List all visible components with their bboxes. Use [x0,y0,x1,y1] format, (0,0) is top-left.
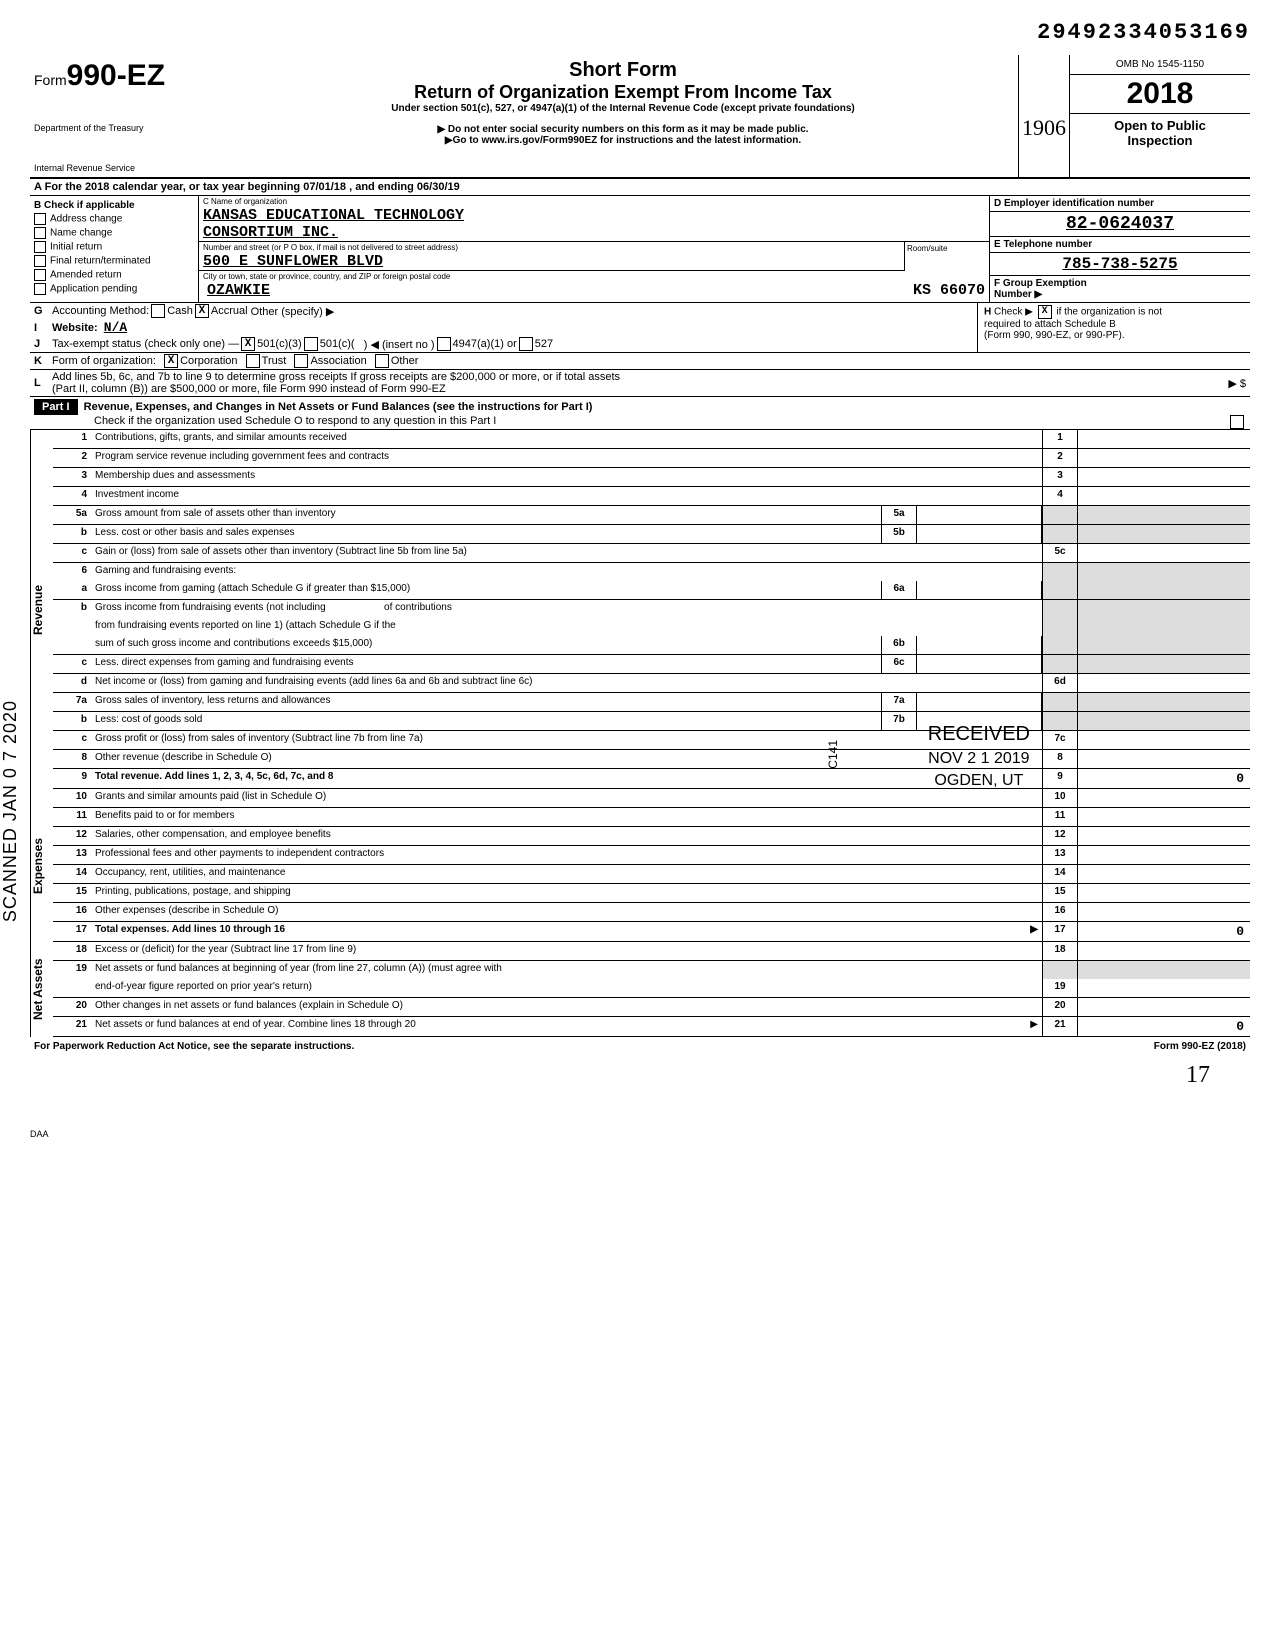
chk-amended[interactable]: Amended return [34,269,194,281]
website-value: N/A [104,320,127,335]
group-exemption: F Group ExemptionNumber ▶ [990,276,1250,302]
goto-url: ▶Go to www.irs.gov/Form990EZ for instruc… [238,135,1008,146]
chk-cash[interactable] [151,304,165,318]
room-suite-label: Room/suite [904,242,989,271]
scanned-stamp: SCANNED JAN 0 7 2020 [0,700,21,922]
line-l-1: Add lines 5b, 6c, and 7b to line 9 to de… [52,371,1096,383]
received-stamp: RECEIVED NOV 2 1 2019 OGDEN, UT [928,720,1030,793]
part1-label: Part I [34,399,78,415]
chk-assoc[interactable] [294,354,308,368]
ssn-warning: ▶ Do not enter social security numbers o… [238,124,1008,135]
org-name-2: CONSORTIUM INC. [199,224,989,242]
chk-name-change[interactable]: Name change [34,227,194,239]
revenue-section: Revenue 1Contributions, gifts, grants, a… [30,430,1250,789]
phone-label: E Telephone number [990,237,1250,253]
netassets-section: Net Assets 18Excess or (deficit) for the… [30,942,1250,1037]
chk-accrual[interactable]: X [195,304,209,318]
expenses-section: Expenses 10Grants and similar amounts pa… [30,789,1250,942]
line-l-amount: ▶ $ [1096,377,1246,390]
document-number: 29492334053169 [30,20,1250,45]
line-l-2: (Part II, column (B)) are $500,000 or mo… [52,383,1096,395]
website-label: Website: [52,322,98,334]
form-header: Form990-EZ Department of the Treasury In… [30,55,1250,179]
chk-other-org[interactable] [375,354,389,368]
chk-501c3[interactable]: X [241,337,255,351]
chk-527[interactable] [519,337,533,351]
omb-number: OMB No 1545-1150 [1070,55,1250,75]
return-title: Return of Organization Exempt From Incom… [238,82,1008,103]
city-label: City or town, state or province, country… [199,271,989,282]
form-number: Form990-EZ [34,59,224,93]
ein-label: D Employer identification number [990,196,1250,212]
irs-label: Internal Revenue Service [34,163,224,173]
tax-exempt-label: Tax-exempt status (check only one) — [52,338,239,350]
org-info-grid: B Check if applicable Address change Nam… [30,196,1250,303]
stamp-code: C141 [826,740,840,769]
chk-address-change[interactable]: Address change [34,213,194,225]
tax-year: 2018 [1070,75,1250,114]
chk-schedule-b[interactable]: X [1038,305,1052,319]
accounting-method-label: Accounting Method: [52,305,149,317]
short-form-title: Short Form [238,59,1008,82]
handwritten-17: 17 [30,1062,1250,1089]
street-address: 500 E SUNFLOWER BLVD [199,253,904,271]
dept-treasury: Department of the Treasury [34,123,224,133]
open-public: Open to Public Inspection [1070,114,1250,152]
phone-value: 785-738-5275 [990,253,1250,276]
chk-final-return[interactable]: Final return/terminated [34,255,194,267]
chk-initial-return[interactable]: Initial return [34,241,194,253]
chk-corp[interactable]: X [164,354,178,368]
part1-check-text: Check if the organization used Schedule … [94,415,496,427]
city: OZAWKIE [203,282,274,299]
chk-4947[interactable] [437,337,451,351]
under-section: Under section 501(c), 527, or 4947(a)(1)… [238,103,1008,114]
netassets-label: Net Assets [30,942,53,1037]
org-name-label: C Name of organization [199,196,989,207]
chk-501c[interactable] [304,337,318,351]
form-org-label: Form of organization: [52,355,156,367]
org-name-1: KANSAS EDUCATIONAL TECHNOLOGY [199,207,989,224]
col-b-checkboxes: B Check if applicable Address change Nam… [30,196,199,302]
part1-header-row: Part I Revenue, Expenses, and Changes in… [30,397,1250,430]
part1-title: Revenue, Expenses, and Changes in Net As… [84,401,593,413]
chk-trust[interactable] [246,354,260,368]
addr-label: Number and street (or P O box, if mail i… [199,242,904,253]
form-version: Form 990-EZ (2018) [1154,1041,1246,1052]
footer: For Paperwork Reduction Act Notice, see … [30,1037,1250,1056]
daa-code: DAA [30,1129,1250,1139]
state-zip: KS 66070 [913,282,985,299]
chk-schedule-o[interactable] [1230,415,1244,429]
row-a-tax-year: A For the 2018 calendar year, or tax yea… [30,179,1250,196]
ein-value: 82-0624037 [990,212,1250,237]
expenses-label: Expenses [30,789,53,942]
handwritten-number: 1906 [1018,55,1069,177]
paperwork-notice: For Paperwork Reduction Act Notice, see … [34,1041,354,1052]
chk-pending[interactable]: Application pending [34,283,194,295]
revenue-label: Revenue [30,430,53,789]
